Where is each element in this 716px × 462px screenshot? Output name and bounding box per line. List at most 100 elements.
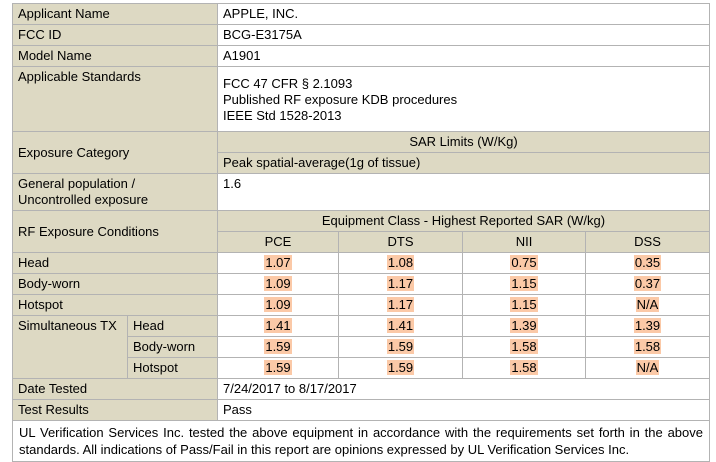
sar-value-cell: 1.09 — [217, 273, 339, 295]
sar-value: 1.39 — [510, 318, 538, 333]
sar-value-cell: 1.39 — [584, 315, 711, 337]
model-value: A1901 — [216, 45, 711, 67]
sar-value-cell: 1.07 — [217, 252, 339, 274]
sar-value: 1.59 — [386, 360, 415, 375]
sar-value: 1.59 — [264, 360, 292, 375]
sar-value-cell: 1.17 — [338, 273, 463, 295]
sar-value: 1.07 — [264, 255, 292, 270]
row-date-tested: Date Tested 7/24/2017 to 8/17/2017 — [12, 378, 711, 400]
row-rf-columns: PCE DTS NII DSS — [13, 231, 711, 253]
row-model: Model Name A1901 — [12, 45, 711, 67]
date-tested-label: Date Tested — [12, 378, 218, 400]
general-population-line-1: General population / — [18, 176, 136, 191]
row-sar-head: Head 1.07 1.08 0.75 0.35 — [12, 252, 711, 274]
standard-line-1: FCC 47 CFR § 2.1093 — [223, 76, 353, 91]
exposure-category-label: Exposure Category — [12, 131, 218, 174]
sar-value: 1.41 — [264, 318, 292, 333]
sar-row-label: Head — [12, 252, 218, 274]
sar-value: 1.15 — [510, 276, 538, 291]
simultaneous-row-label: Hotspot — [127, 357, 218, 379]
column-nii: NII — [462, 231, 586, 253]
sar-value-cell: 1.59 — [338, 357, 463, 379]
row-sar-hotspot: Hotspot 1.09 1.17 1.15 N/A — [12, 294, 711, 316]
sar-value: 1.17 — [386, 276, 415, 291]
sar-value: N/A — [635, 360, 660, 375]
test-results-label: Test Results — [12, 399, 218, 421]
sar-value: 0.75 — [510, 255, 538, 270]
sar-value: 1.58 — [633, 339, 662, 354]
sar-value: 1.59 — [264, 339, 292, 354]
row-sar-body-worn: Body-worn 1.09 1.17 1.15 0.37 — [12, 273, 711, 295]
sar-row-label: Hotspot — [12, 294, 218, 316]
row-simultaneous-head: Simultaneous TX Head 1.41 1.41 1.39 1.39 — [12, 315, 711, 379]
general-population-label: General population / Uncontrolled exposu… — [12, 173, 218, 211]
sar-value: 1.08 — [386, 255, 415, 270]
column-dts: DTS — [338, 231, 463, 253]
sar-value: 1.58 — [510, 360, 538, 375]
sar-value-cell: 1.17 — [338, 294, 463, 316]
sar-value-cell: 0.35 — [584, 252, 711, 274]
sar-value-cell: N/A — [584, 357, 711, 379]
sar-value: 1.09 — [264, 276, 292, 291]
sar-value-cell: 1.08 — [338, 252, 463, 274]
column-pce: PCE — [217, 231, 339, 253]
row-standards: Applicable Standards FCC 47 CFR § 2.1093… — [12, 66, 711, 132]
test-summary-table: Applicant Name APPLE, INC. FCC ID BCG-E3… — [11, 3, 711, 462]
sar-value-cell: 1.15 — [462, 294, 586, 316]
sar-value-cell: N/A — [584, 294, 711, 316]
row-simultaneous-body-worn: Body-worn 1.59 1.59 1.58 1.58 — [13, 336, 711, 358]
sar-value: 1.09 — [264, 297, 292, 312]
general-population-value: 1.6 — [216, 173, 711, 211]
test-results-value: Pass — [216, 399, 711, 421]
applicant-label: Applicant Name — [12, 3, 218, 25]
row-fcc-id: FCC ID BCG-E3175A — [12, 24, 711, 46]
general-population-line-2: Uncontrolled exposure — [18, 192, 149, 207]
row-note: UL Verification Services Inc. tested the… — [11, 420, 711, 462]
date-tested-value: 7/24/2017 to 8/17/2017 — [216, 378, 711, 400]
sar-value-cell: 1.58 — [584, 336, 711, 358]
standard-line-3: IEEE Std 1528-2013 — [223, 108, 342, 123]
simultaneous-tx-label: Simultaneous TX — [12, 315, 128, 379]
sar-value: 1.39 — [633, 318, 662, 333]
sar-value: 1.17 — [386, 297, 415, 312]
sar-value: 1.59 — [386, 339, 415, 354]
peak-spatial-label: Peak spatial-average(1g of tissue) — [216, 152, 711, 174]
row-exposure-2: Peak spatial-average(1g of tissue) — [13, 152, 711, 174]
sar-limits-header: SAR Limits (W/Kg) — [216, 131, 711, 153]
test-summary-table-wrapper: Applicant Name APPLE, INC. FCC ID BCG-E3… — [11, 3, 711, 462]
simultaneous-row-label: Body-worn — [127, 336, 218, 358]
sar-value: 1.15 — [510, 297, 538, 312]
sar-value-cell: 1.15 — [462, 273, 586, 295]
row-applicant: Applicant Name APPLE, INC. — [12, 3, 711, 25]
standard-line-2: Published RF exposure KDB procedures — [223, 92, 458, 107]
sar-value-cell: 1.41 — [217, 315, 339, 337]
equipment-class-header: Equipment Class - Highest Reported SAR (… — [216, 210, 711, 232]
sar-value: 0.35 — [633, 255, 662, 270]
model-label: Model Name — [12, 45, 218, 67]
standards-value: FCC 47 CFR § 2.1093 Published RF exposur… — [216, 66, 711, 132]
sar-value: N/A — [635, 297, 660, 312]
sar-value-cell: 1.09 — [217, 294, 339, 316]
sar-value-cell: 1.39 — [462, 315, 586, 337]
row-exposure-1: Exposure Category SAR Limits (W/Kg) — [12, 131, 711, 174]
fcc-id-label: FCC ID — [12, 24, 218, 46]
sar-value-cell: 1.58 — [462, 357, 586, 379]
rf-exposure-label: RF Exposure Conditions — [12, 210, 218, 253]
compliance-note: UL Verification Services Inc. tested the… — [11, 420, 711, 462]
sar-value: 0.37 — [633, 276, 662, 291]
sar-value-cell: 1.58 — [462, 336, 586, 358]
applicant-value: APPLE, INC. — [216, 3, 711, 25]
fcc-id-value: BCG-E3175A — [216, 24, 711, 46]
column-dss: DSS — [584, 231, 711, 253]
sar-value-cell: 1.41 — [338, 315, 463, 337]
row-general-population: General population / Uncontrolled exposu… — [12, 173, 711, 211]
row-test-results: Test Results Pass — [12, 399, 711, 421]
sar-value-cell: 0.37 — [584, 273, 711, 295]
sar-value: 1.58 — [510, 339, 538, 354]
sar-value-cell: 1.59 — [217, 357, 339, 379]
standards-label: Applicable Standards — [12, 66, 218, 132]
sar-value: 1.41 — [386, 318, 415, 333]
simultaneous-row-label: Head — [127, 315, 218, 337]
row-rf-1: RF Exposure Conditions Equipment Class -… — [12, 210, 711, 253]
sar-row-label: Body-worn — [12, 273, 218, 295]
